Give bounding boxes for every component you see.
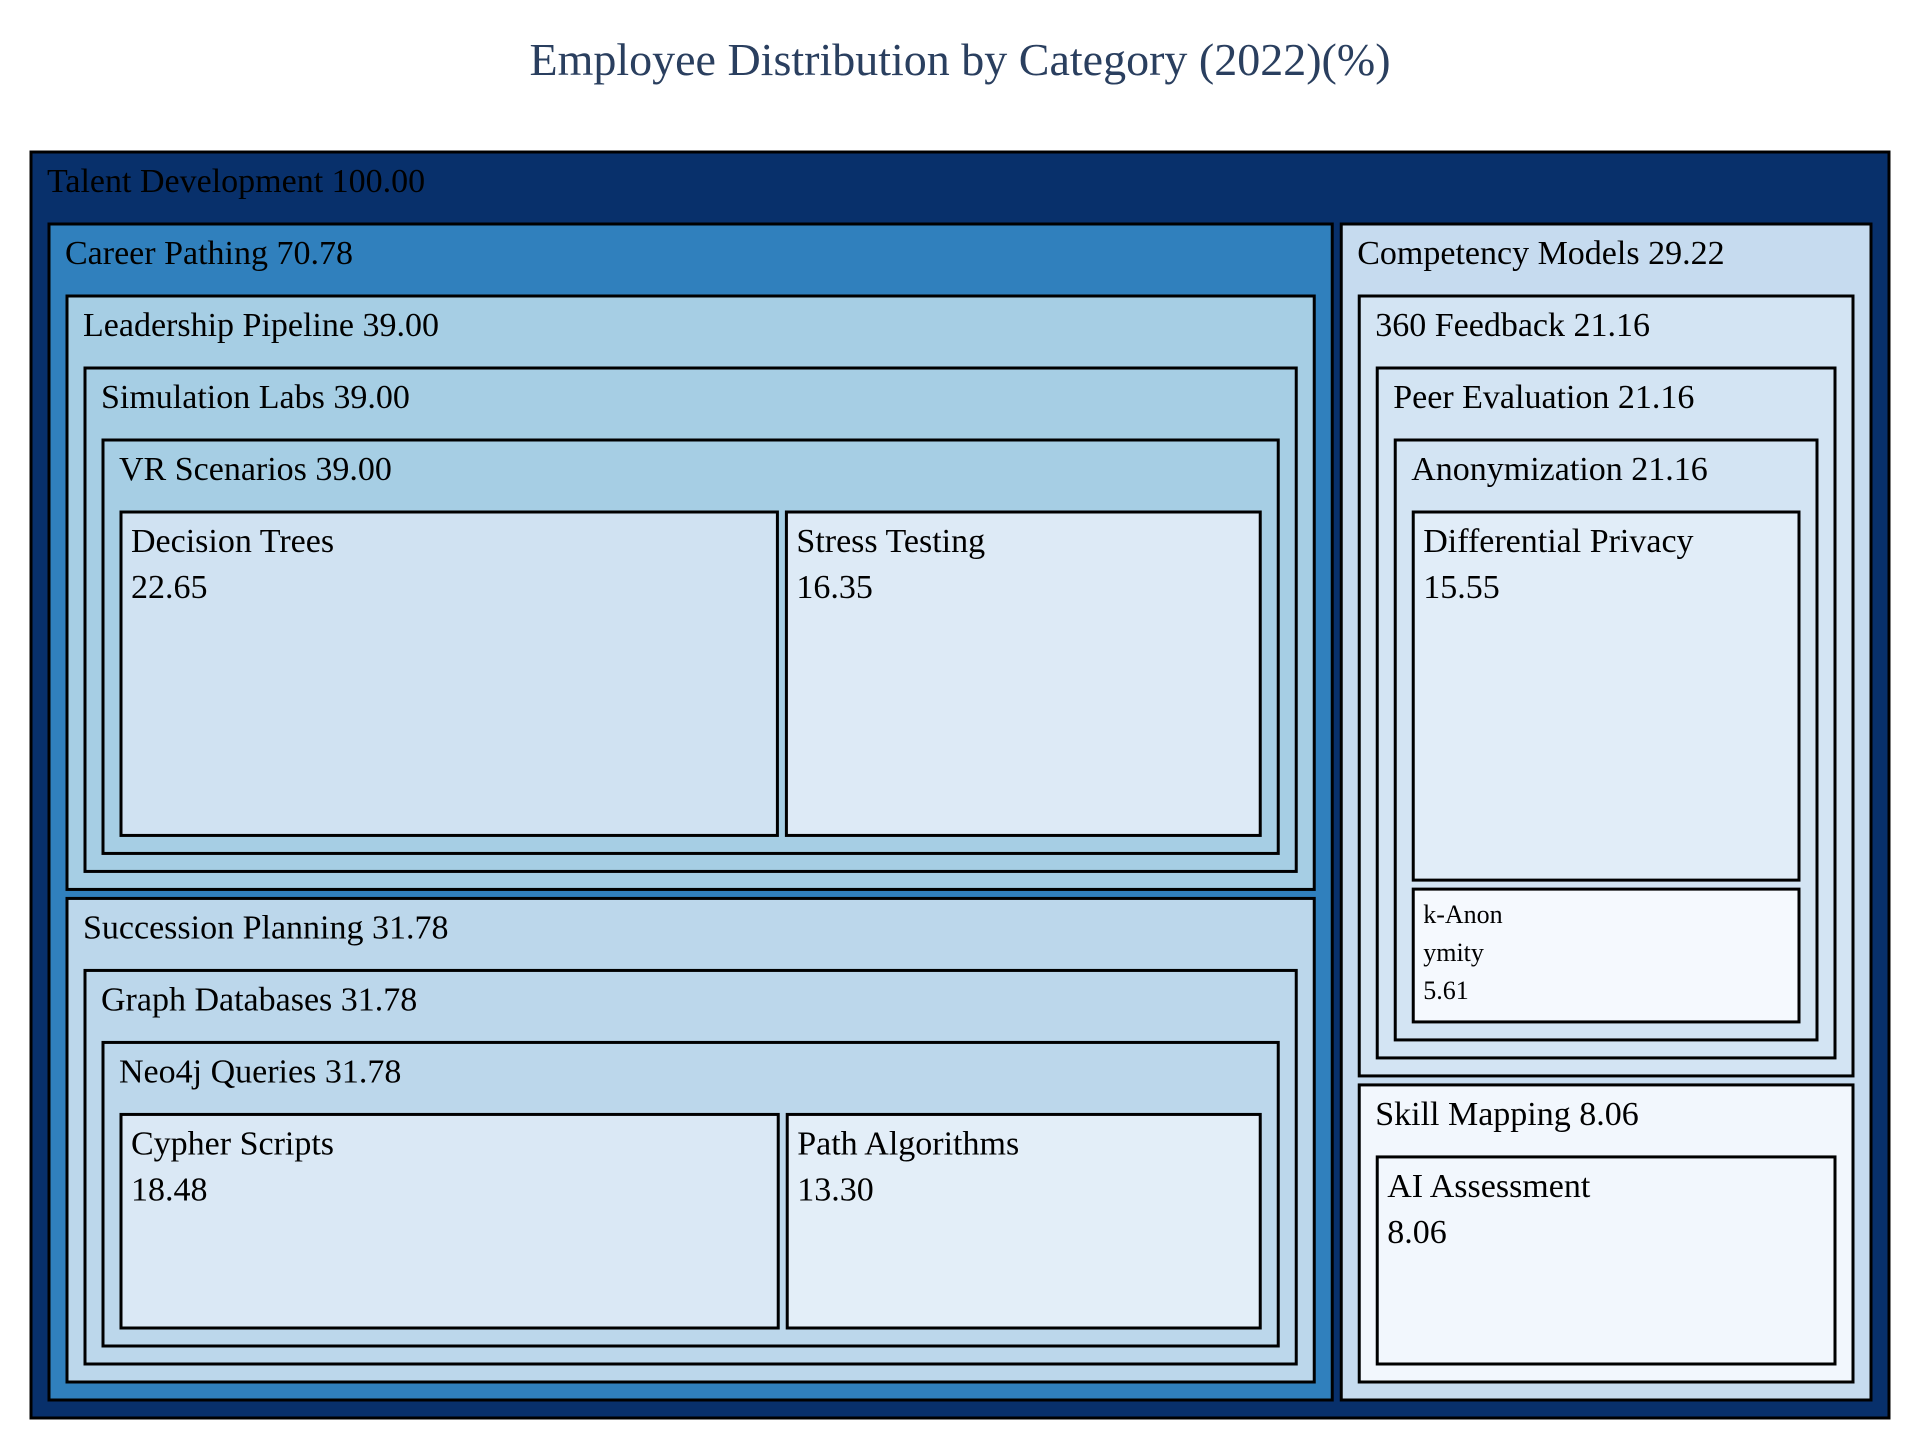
treemap-label-cypher-scripts-line-0: Cypher Scripts	[131, 1125, 334, 1162]
treemap-label-talent-development: Talent Development 100.00	[47, 163, 425, 200]
treemap-label-vr-scenarios: VR Scenarios 39.00	[119, 451, 392, 488]
chart-title: Employee Distribution by Category (2022)…	[529, 34, 1391, 85]
treemap-label-competency-models: Competency Models 29.22	[1357, 235, 1724, 272]
treemap-label-anonymization: Anonymization 21.16	[1411, 451, 1708, 488]
treemap-tile-decision-trees[interactable]	[119, 510, 779, 837]
treemap-tile-path-algorithms[interactable]	[785, 1112, 1262, 1330]
treemap-tile-ai-assessment[interactable]	[1375, 1155, 1837, 1366]
treemap-label-stress-testing-line-1: 16.35	[796, 569, 873, 606]
treemap-tile-differential-privacy[interactable]	[1411, 510, 1801, 882]
treemap-label-decision-trees-line-0: Decision Trees	[131, 523, 334, 560]
treemap-tile-stress-testing[interactable]	[784, 510, 1262, 837]
treemap-label-succession-planning: Succession Planning 31.78	[83, 909, 448, 946]
treemap-label-k-anonymity-line-2: 5.61	[1423, 976, 1469, 1005]
treemap-label-neo4j-queries: Neo4j Queries 31.78	[119, 1053, 401, 1090]
treemap-label-simulation-labs: Simulation Labs 39.00	[101, 379, 410, 416]
treemap-label-career-pathing: Career Pathing 70.78	[65, 235, 353, 272]
treemap-label-skill-mapping: Skill Mapping 8.06	[1375, 1096, 1639, 1133]
treemap-nodes: Talent Development 100.00 Career Pathing …	[29, 150, 1891, 1420]
treemap-label-ai-assessment-line-1: 8.06	[1387, 1214, 1447, 1251]
treemap-label-360-feedback: 360 Feedback 21.16	[1375, 307, 1650, 344]
treemap-label-k-anonymity-line-1: ymity	[1423, 938, 1484, 967]
treemap-label-stress-testing-line-0: Stress Testing	[796, 523, 985, 560]
treemap-label-cypher-scripts-line-1: 18.48	[131, 1171, 208, 1208]
treemap-tile-cypher-scripts[interactable]	[119, 1112, 780, 1330]
treemap-label-differential-privacy-line-0: Differential Privacy	[1423, 523, 1693, 560]
treemap-label-k-anonymity-line-0: k-Anon	[1423, 900, 1502, 929]
treemap-label-path-algorithms-line-1: 13.30	[797, 1171, 874, 1208]
treemap-label-path-algorithms-line-0: Path Algorithms	[797, 1125, 1019, 1162]
treemap-label-peer-evaluation: Peer Evaluation 21.16	[1393, 379, 1694, 416]
treemap-label-differential-privacy-line-1: 15.55	[1423, 569, 1500, 606]
treemap-label-decision-trees-line-1: 22.65	[131, 569, 208, 606]
treemap-label-graph-databases: Graph Databases 31.78	[101, 981, 417, 1018]
treemap-tile-k-anonymity[interactable]	[1411, 887, 1801, 1024]
treemap-label-leadership-pipeline: Leadership Pipeline 39.00	[83, 307, 439, 344]
treemap-label-ai-assessment-line-0: AI Assessment	[1387, 1168, 1591, 1205]
